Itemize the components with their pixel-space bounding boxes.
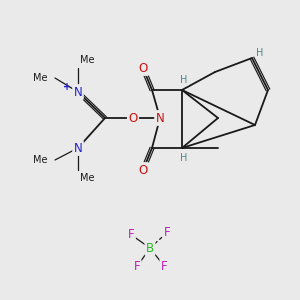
Text: O: O: [138, 61, 148, 74]
Text: Me: Me: [80, 55, 94, 65]
Text: Me: Me: [32, 73, 47, 83]
Text: +: +: [63, 82, 71, 92]
Text: Me: Me: [32, 155, 47, 165]
Text: N: N: [156, 112, 164, 124]
Text: H: H: [180, 153, 188, 163]
Text: F: F: [164, 226, 170, 239]
Text: Me: Me: [80, 173, 94, 183]
Text: H: H: [180, 75, 188, 85]
Text: N: N: [74, 85, 82, 98]
Text: H: H: [256, 48, 264, 58]
Text: B: B: [146, 242, 154, 254]
Text: F: F: [161, 260, 167, 273]
Text: O: O: [138, 164, 148, 176]
Text: N: N: [74, 142, 82, 154]
Text: F: F: [134, 260, 140, 273]
Text: F: F: [128, 228, 134, 241]
Text: O: O: [128, 112, 138, 124]
